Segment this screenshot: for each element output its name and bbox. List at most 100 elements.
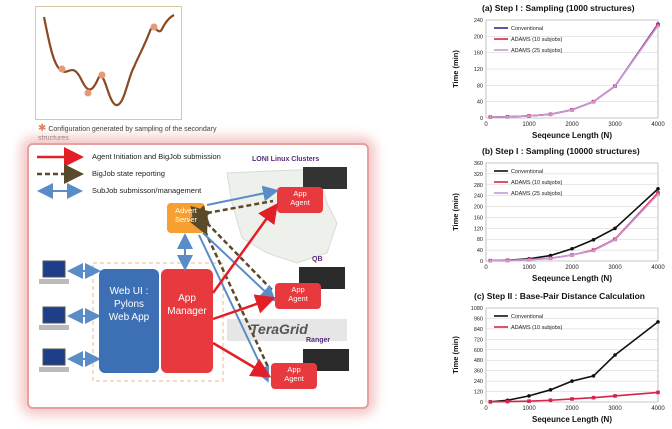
data-point xyxy=(656,320,660,324)
energy-landscape-curve xyxy=(42,14,175,107)
y-tick-label: 120 xyxy=(474,390,483,396)
y-axis-label: Time (min) xyxy=(451,336,460,374)
sample-star-icon xyxy=(84,89,92,97)
data-point xyxy=(488,400,493,404)
loni-label: LONI Linux Clusters xyxy=(252,156,320,163)
y-tick-label: 840 xyxy=(474,327,483,333)
chart-c-title: (c) Step II : Base-Pair Distance Calcula… xyxy=(474,291,645,301)
y-tick-label: 720 xyxy=(474,337,483,343)
legend-entry: Conventional xyxy=(511,26,543,32)
x-tick-label: 3000 xyxy=(608,265,622,271)
data-point xyxy=(656,23,660,28)
y-tick-label: 80 xyxy=(477,83,483,89)
y-tick-label: 240 xyxy=(474,194,483,200)
data-point xyxy=(656,390,660,395)
y-tick-label: 200 xyxy=(474,34,483,40)
y-tick-label: 240 xyxy=(474,379,483,385)
app-agent-label-qb: App Agent xyxy=(288,285,308,303)
data-point xyxy=(505,258,510,263)
app-agent-label-loni: App Agent xyxy=(290,189,310,207)
x-tick-label: 3000 xyxy=(608,122,622,128)
legend-entry: Conventional xyxy=(511,169,543,175)
chart-b-plot: 0 40 80 120 160 200 240 280 320 360 0 1000 2000 3000 4… xyxy=(451,161,665,283)
series-line xyxy=(490,321,659,403)
computer-icon xyxy=(39,306,69,330)
app-agent-box-loni xyxy=(277,187,323,213)
y-tick-label: 280 xyxy=(474,183,483,189)
x-tick-label: 4000 xyxy=(651,265,665,271)
data-point xyxy=(656,192,660,196)
architecture-svg xyxy=(37,147,349,389)
legend-label-3: SubJob submisson/management xyxy=(92,186,202,195)
web-ui-box xyxy=(99,269,159,373)
web-ui-label: Web UI : Pylons Web App xyxy=(108,286,150,323)
ranger-label: Ranger xyxy=(306,337,331,344)
series-line xyxy=(490,25,659,118)
data-point xyxy=(613,353,617,357)
app-agent-label-ranger: App Agent xyxy=(284,365,304,383)
y-tick-label: 360 xyxy=(474,161,483,167)
y-tick-label: 960 xyxy=(474,316,483,322)
x-tick-label: 3000 xyxy=(608,406,622,412)
chart-a-plot: 0 40 80 120 160 200 240 0 1000 2000 3000 4000 Seqeun… xyxy=(451,18,665,140)
y-tick-label: 160 xyxy=(474,51,483,57)
y-tick-label: 1080 xyxy=(471,306,483,312)
data-point xyxy=(570,246,574,251)
energy-landscape-panel xyxy=(35,6,182,120)
data-point xyxy=(527,399,531,403)
y-tick-label: 240 xyxy=(474,18,483,24)
data-point xyxy=(591,395,596,400)
y-tick-label: 40 xyxy=(477,248,483,254)
x-axis-label: Seqeunce Length (N) xyxy=(532,415,612,424)
legend-entry: ADAMS (10 subjobs) xyxy=(511,325,563,331)
data-point xyxy=(527,394,531,398)
legend-entry: ADAMS (10 subjobs) xyxy=(511,37,563,43)
app-manager-box xyxy=(161,269,213,373)
star-icon: ✱ xyxy=(38,123,47,134)
teragrid-banner xyxy=(227,319,347,341)
legend-entry: ADAMS (25 subjobs) xyxy=(511,48,563,54)
data-point xyxy=(548,253,553,258)
x-tick-label: 1000 xyxy=(522,122,536,128)
chart-a-title: (a) Step I : Sampling (1000 structures) xyxy=(482,3,635,13)
y-tick-label: 480 xyxy=(474,358,483,364)
sample-star-icon xyxy=(98,71,106,79)
data-point xyxy=(527,113,531,118)
plot-area xyxy=(485,162,659,262)
x-tick-label: 0 xyxy=(484,265,488,271)
x-tick-label: 2000 xyxy=(565,122,579,128)
advert-server-label: Advert Server xyxy=(174,206,198,224)
data-point xyxy=(548,112,553,116)
y-tick-label: 40 xyxy=(477,100,483,106)
data-point xyxy=(505,114,510,119)
app-manager-label: App Manager xyxy=(167,293,207,317)
x-tick-label: 0 xyxy=(484,406,488,412)
sample-star-icon xyxy=(58,65,66,73)
legend-entry: ADAMS (25 subjobs) xyxy=(511,191,563,197)
app-agent-box-qb xyxy=(275,283,321,309)
series-line xyxy=(490,193,659,262)
y-tick-label: 0 xyxy=(480,259,483,265)
y-tick-label: 0 xyxy=(480,116,483,122)
legend-label-2: BigJob state reporting xyxy=(92,169,165,178)
y-axis-label: Time (min) xyxy=(451,50,460,88)
x-axis-label: Seqeunce Length (N) xyxy=(532,274,612,283)
y-tick-label: 120 xyxy=(474,226,483,232)
data-point xyxy=(570,252,574,257)
data-point xyxy=(548,388,553,392)
y-tick-label: 80 xyxy=(477,237,483,243)
data-point xyxy=(591,374,596,378)
x-tick-label: 2000 xyxy=(565,406,579,412)
data-point xyxy=(488,258,493,263)
computer-icon xyxy=(39,260,69,284)
data-point xyxy=(613,226,617,231)
data-point xyxy=(591,237,596,242)
legend-label-1: Agent Initiation and BigJob submission xyxy=(92,152,221,161)
x-tick-label: 1000 xyxy=(522,406,536,412)
chart-b-title: (b) Step I : Sampling (10000 structures) xyxy=(482,146,640,156)
data-point xyxy=(591,99,596,104)
y-tick-label: 0 xyxy=(480,400,483,406)
x-tick-label: 4000 xyxy=(651,406,665,412)
data-point xyxy=(548,256,553,260)
data-point xyxy=(613,83,617,88)
